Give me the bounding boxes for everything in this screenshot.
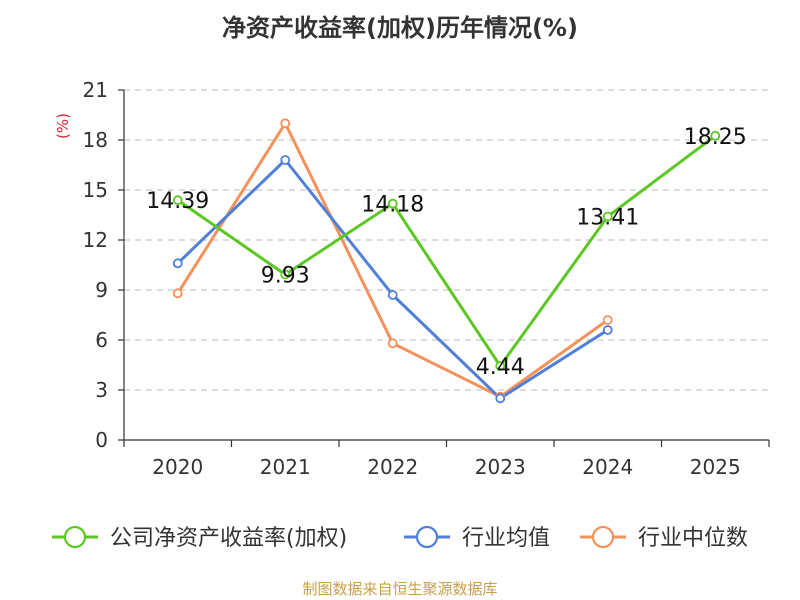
x-tick-label: 2020 [152, 455, 203, 479]
x-tick-label: 2022 [367, 455, 418, 479]
data-label: 4.44 [476, 355, 525, 380]
data-label: 14.39 [146, 189, 209, 214]
legend-label: 行业中位数 [638, 526, 748, 551]
y-axis-unit: (%) [54, 113, 72, 139]
y-tick-label: 9 [95, 278, 108, 302]
data-point [602, 315, 613, 325]
series-lines [176, 121, 717, 400]
data-point [387, 338, 398, 349]
legend-item: 行业均值 [404, 525, 550, 551]
chart-title: 净资产收益率(加权)历年情况(%) [222, 14, 578, 42]
y-tick-label: 12 [83, 228, 108, 252]
data-point [495, 361, 506, 371]
y-tick-label: 18 [83, 128, 108, 152]
series-line-0 [176, 134, 717, 368]
legend-marker-icon [63, 525, 87, 549]
data-label: 18.25 [684, 125, 747, 150]
y-tick-label: 15 [83, 178, 108, 202]
x-tick-label: 2025 [690, 455, 741, 479]
x-tick-label: 2024 [582, 455, 633, 479]
y-tick-label: 3 [95, 378, 108, 402]
axes: 0 3 6 9 12 15 18 21 2020 2021 2022 2023 2024 2025 (%) [54, 78, 770, 479]
legend: 公司净资产收益率(加权) 行业均值 行业中位数 [52, 525, 748, 551]
data-point [280, 118, 291, 129]
legend-marker-icon [591, 525, 615, 549]
x-tick-label: 2021 [260, 455, 311, 479]
data-point [710, 130, 721, 141]
data-point [172, 258, 183, 269]
data-point [602, 325, 613, 335]
grid-lines [124, 89, 769, 391]
source-note: 制图数据来自恒生聚源数据库 [302, 580, 498, 598]
y-tick-label: 0 [95, 428, 108, 452]
y-tick-label: 21 [83, 78, 108, 102]
series-line-2 [176, 121, 609, 399]
legend-item: 行业中位数 [580, 525, 748, 551]
legend-label: 公司净资产收益率(加权) [110, 526, 347, 551]
y-tick-label: 6 [95, 328, 108, 352]
x-tick-label: 2023 [475, 455, 526, 479]
data-point [495, 393, 506, 404]
data-point [172, 195, 183, 206]
legend-marker-icon [415, 525, 439, 549]
legend-item: 公司净资产收益率(加权) [52, 525, 347, 551]
data-label: 14.18 [361, 193, 424, 218]
data-label: 9.93 [261, 264, 310, 289]
data-point [602, 211, 613, 222]
data-point [387, 290, 398, 300]
data-labels: 14.39 9.93 14.18 4.44 13.41 18.25 [146, 125, 746, 380]
data-point [280, 269, 291, 280]
data-point [172, 288, 183, 299]
data-label: 13.41 [576, 206, 639, 231]
data-point [387, 198, 398, 209]
legend-label: 行业均值 [462, 526, 550, 551]
data-points [172, 118, 721, 404]
data-point [280, 155, 291, 165]
